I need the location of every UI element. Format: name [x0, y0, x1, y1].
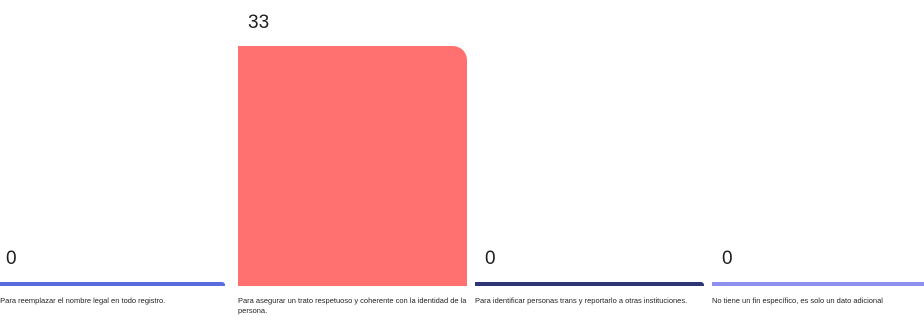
bar [475, 282, 704, 286]
data-label: 0 [485, 248, 496, 269]
data-label: 0 [6, 248, 17, 269]
bar [0, 282, 225, 286]
bar-column: 33 Para asegurar un trato respetuoso y c… [238, 0, 467, 326]
bar-column: 0 Para identificar personas trans y repo… [475, 0, 704, 326]
category-label: Para identificar personas trans y report… [475, 296, 688, 305]
category-label: Para asegurar un trato respetuoso y cohe… [238, 296, 467, 315]
bar [238, 46, 467, 286]
data-label: 33 [248, 12, 270, 33]
category-label: . Para reemplazar el nombre legal en tod… [0, 296, 166, 305]
bar-column: 0 . Para reemplazar el nombre legal en t… [0, 0, 225, 326]
data-label: 0 [722, 248, 733, 269]
bar-column: 0 No tiene un fin específico, es solo un… [712, 0, 924, 326]
bar [712, 282, 924, 286]
category-label: No tiene un fin específico, es solo un d… [712, 296, 883, 305]
